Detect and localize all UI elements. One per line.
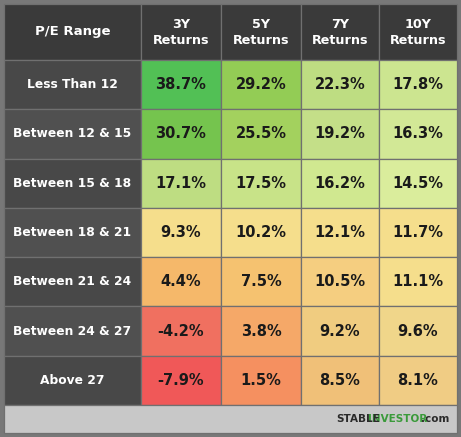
Bar [378, 60, 457, 109]
Text: 14.5%: 14.5% [392, 176, 443, 191]
Text: 30.7%: 30.7% [155, 126, 207, 142]
Text: -7.9%: -7.9% [158, 373, 204, 388]
Text: 17.1%: 17.1% [155, 176, 207, 191]
Text: 9.6%: 9.6% [397, 323, 438, 339]
Text: 1.5%: 1.5% [241, 373, 282, 388]
Bar [4, 257, 141, 306]
Text: .com: .com [420, 414, 449, 424]
Text: 11.7%: 11.7% [392, 225, 443, 240]
Bar [301, 109, 378, 159]
Bar [4, 208, 141, 257]
Text: 7.5%: 7.5% [241, 274, 282, 289]
Text: 5Y
Returns: 5Y Returns [233, 17, 290, 46]
Text: 22.3%: 22.3% [315, 77, 366, 92]
Text: 3Y
Returns: 3Y Returns [153, 17, 209, 46]
Bar [141, 208, 221, 257]
Bar [4, 356, 141, 405]
Bar [4, 4, 141, 60]
Text: Between 15 & 18: Between 15 & 18 [13, 177, 131, 190]
Bar [378, 109, 457, 159]
Bar [141, 4, 221, 60]
Text: Less Than 12: Less Than 12 [27, 78, 118, 91]
Bar [221, 208, 301, 257]
Bar [301, 306, 378, 356]
Text: 3.8%: 3.8% [241, 323, 282, 339]
Bar [141, 257, 221, 306]
Text: 9.3%: 9.3% [160, 225, 201, 240]
Bar [221, 306, 301, 356]
Text: 19.2%: 19.2% [314, 126, 366, 142]
Text: 38.7%: 38.7% [155, 77, 207, 92]
Bar [301, 159, 378, 208]
Bar [221, 356, 301, 405]
Bar [4, 109, 141, 159]
Bar [221, 109, 301, 159]
Bar [141, 159, 221, 208]
Bar [378, 208, 457, 257]
Text: 7Y
Returns: 7Y Returns [312, 17, 368, 46]
Bar [4, 60, 141, 109]
Text: Between 12 & 15: Between 12 & 15 [13, 128, 131, 140]
Text: 8.1%: 8.1% [397, 373, 438, 388]
Text: INVESTOR: INVESTOR [368, 414, 427, 424]
Text: Between 21 & 24: Between 21 & 24 [13, 275, 131, 288]
Bar [4, 306, 141, 356]
Text: 17.8%: 17.8% [392, 77, 443, 92]
Bar [221, 159, 301, 208]
Text: Between 18 & 21: Between 18 & 21 [13, 226, 131, 239]
Bar [4, 159, 141, 208]
Bar [141, 356, 221, 405]
Bar [378, 257, 457, 306]
Bar [141, 109, 221, 159]
Bar [301, 60, 378, 109]
Bar [301, 4, 378, 60]
Text: 16.3%: 16.3% [392, 126, 443, 142]
Text: 10Y
Returns: 10Y Returns [390, 17, 446, 46]
Bar [141, 60, 221, 109]
Bar [221, 60, 301, 109]
Text: P/E Range: P/E Range [35, 25, 110, 38]
Text: 12.1%: 12.1% [314, 225, 366, 240]
Text: Above 27: Above 27 [40, 374, 105, 387]
Text: 8.5%: 8.5% [319, 373, 361, 388]
Bar [378, 306, 457, 356]
Bar [378, 356, 457, 405]
Bar [301, 257, 378, 306]
Bar [4, 405, 457, 433]
Text: Between 24 & 27: Between 24 & 27 [13, 325, 131, 337]
Bar [141, 306, 221, 356]
Bar [378, 159, 457, 208]
Bar [221, 257, 301, 306]
Text: -4.2%: -4.2% [158, 323, 204, 339]
Text: 11.1%: 11.1% [392, 274, 443, 289]
Text: STABLE: STABLE [336, 414, 380, 424]
Text: 4.4%: 4.4% [160, 274, 201, 289]
Text: 25.5%: 25.5% [236, 126, 287, 142]
Text: 16.2%: 16.2% [314, 176, 366, 191]
Text: 10.5%: 10.5% [314, 274, 366, 289]
Text: 29.2%: 29.2% [236, 77, 287, 92]
Bar [378, 4, 457, 60]
Bar [301, 208, 378, 257]
Text: 10.2%: 10.2% [236, 225, 287, 240]
Text: 17.5%: 17.5% [236, 176, 287, 191]
Text: 9.2%: 9.2% [320, 323, 361, 339]
Bar [301, 356, 378, 405]
Bar [221, 4, 301, 60]
